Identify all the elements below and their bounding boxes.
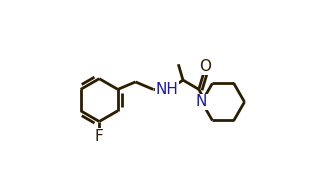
Text: N: N	[196, 94, 207, 109]
Text: O: O	[199, 59, 211, 74]
Text: NH: NH	[156, 82, 179, 97]
Text: F: F	[95, 129, 104, 144]
